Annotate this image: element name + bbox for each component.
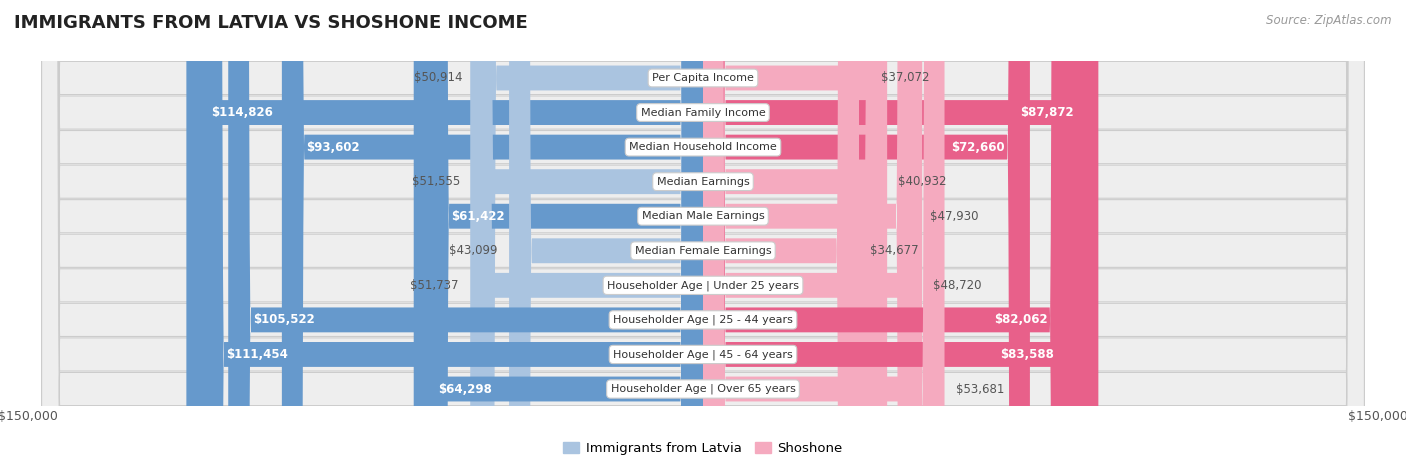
FancyBboxPatch shape: [228, 0, 703, 467]
Text: Householder Age | Over 65 years: Householder Age | Over 65 years: [610, 384, 796, 394]
Text: Median Family Income: Median Family Income: [641, 107, 765, 118]
Text: Median Male Earnings: Median Male Earnings: [641, 211, 765, 221]
FancyBboxPatch shape: [703, 0, 870, 467]
Text: $114,826: $114,826: [211, 106, 273, 119]
FancyBboxPatch shape: [703, 0, 887, 467]
FancyBboxPatch shape: [201, 0, 703, 467]
Text: $51,737: $51,737: [411, 279, 458, 292]
Text: $50,914: $50,914: [415, 71, 463, 85]
Text: $43,099: $43,099: [450, 244, 498, 257]
Text: $105,522: $105,522: [253, 313, 315, 326]
FancyBboxPatch shape: [470, 0, 703, 467]
FancyBboxPatch shape: [42, 0, 1364, 467]
Text: Householder Age | 45 - 64 years: Householder Age | 45 - 64 years: [613, 349, 793, 360]
Text: $83,588: $83,588: [1001, 348, 1054, 361]
Text: Householder Age | Under 25 years: Householder Age | Under 25 years: [607, 280, 799, 290]
Text: $64,298: $64,298: [439, 382, 492, 396]
FancyBboxPatch shape: [703, 0, 1031, 467]
Text: $47,930: $47,930: [929, 210, 979, 223]
Text: Median Household Income: Median Household Income: [628, 142, 778, 152]
FancyBboxPatch shape: [42, 0, 1364, 467]
FancyBboxPatch shape: [42, 0, 1364, 467]
FancyBboxPatch shape: [413, 0, 703, 467]
Text: $48,720: $48,720: [934, 279, 981, 292]
FancyBboxPatch shape: [471, 0, 703, 467]
FancyBboxPatch shape: [426, 0, 703, 467]
Text: Source: ZipAtlas.com: Source: ZipAtlas.com: [1267, 14, 1392, 27]
Text: Median Female Earnings: Median Female Earnings: [634, 246, 772, 256]
Text: $93,602: $93,602: [307, 141, 360, 154]
Text: $87,872: $87,872: [1019, 106, 1074, 119]
FancyBboxPatch shape: [703, 0, 1073, 467]
Text: $82,062: $82,062: [994, 313, 1047, 326]
Text: $53,681: $53,681: [956, 382, 1004, 396]
Text: $72,660: $72,660: [952, 141, 1005, 154]
FancyBboxPatch shape: [281, 0, 703, 467]
Text: $61,422: $61,422: [451, 210, 505, 223]
FancyBboxPatch shape: [703, 0, 945, 467]
Text: $51,555: $51,555: [412, 175, 460, 188]
FancyBboxPatch shape: [703, 0, 1098, 467]
Text: $111,454: $111,454: [226, 348, 288, 361]
Text: Median Earnings: Median Earnings: [657, 177, 749, 187]
FancyBboxPatch shape: [42, 0, 1364, 467]
FancyBboxPatch shape: [42, 0, 1364, 467]
FancyBboxPatch shape: [474, 0, 703, 467]
FancyBboxPatch shape: [42, 0, 1364, 467]
Text: $40,932: $40,932: [898, 175, 946, 188]
FancyBboxPatch shape: [703, 0, 922, 467]
FancyBboxPatch shape: [42, 0, 1364, 467]
FancyBboxPatch shape: [703, 0, 1078, 467]
FancyBboxPatch shape: [42, 0, 1364, 467]
Text: $34,677: $34,677: [870, 244, 920, 257]
Legend: Immigrants from Latvia, Shoshone: Immigrants from Latvia, Shoshone: [564, 442, 842, 455]
Text: IMMIGRANTS FROM LATVIA VS SHOSHONE INCOME: IMMIGRANTS FROM LATVIA VS SHOSHONE INCOM…: [14, 14, 527, 32]
Text: Householder Age | 25 - 44 years: Householder Age | 25 - 44 years: [613, 315, 793, 325]
FancyBboxPatch shape: [42, 0, 1364, 467]
FancyBboxPatch shape: [703, 0, 859, 467]
FancyBboxPatch shape: [509, 0, 703, 467]
FancyBboxPatch shape: [42, 0, 1364, 467]
FancyBboxPatch shape: [187, 0, 703, 467]
Text: Per Capita Income: Per Capita Income: [652, 73, 754, 83]
Text: $37,072: $37,072: [882, 71, 929, 85]
FancyBboxPatch shape: [703, 0, 918, 467]
